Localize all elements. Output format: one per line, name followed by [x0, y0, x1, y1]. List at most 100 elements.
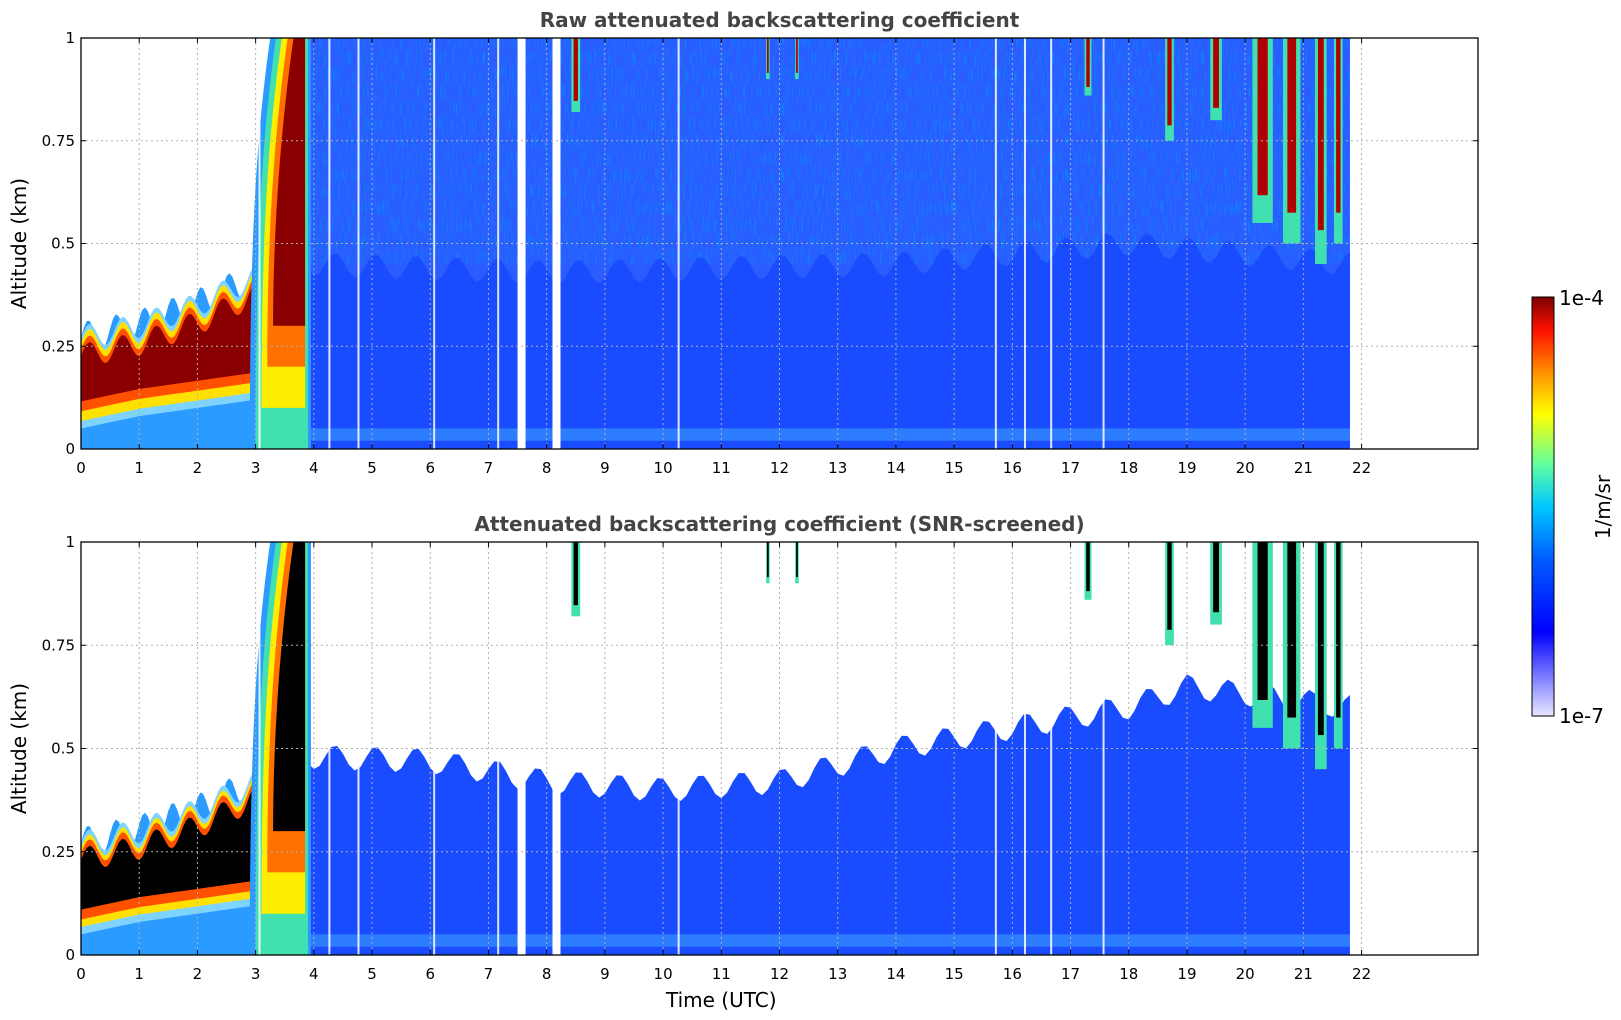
missing-profile — [357, 38, 360, 449]
x-tick-label: 5 — [367, 459, 377, 477]
missing-profile — [357, 542, 360, 955]
cloud-core — [573, 542, 578, 606]
x-tick-label: 14 — [886, 459, 905, 477]
x-axis-label: Time (UTC) — [665, 988, 777, 1012]
x-tick-label: 4 — [309, 965, 319, 983]
y-tick-label: 0.25 — [42, 337, 75, 355]
x-tick-label: 21 — [1294, 459, 1313, 477]
x-tick-label: 19 — [1177, 965, 1196, 983]
missing-profile — [497, 38, 500, 449]
x-tick-label: 20 — [1236, 965, 1255, 983]
cloud-core — [1336, 38, 1341, 213]
x-tick-label: 2 — [193, 459, 203, 477]
near-surface-band — [308, 428, 1350, 441]
x-tick-label: 9 — [600, 965, 610, 983]
y-tick-label: 0.5 — [51, 235, 75, 253]
x-tick-label: 10 — [654, 965, 673, 983]
x-tick-label: 15 — [945, 965, 964, 983]
cloud-core — [1167, 38, 1172, 126]
cloud-core — [796, 542, 798, 578]
rising-plume-band — [273, 542, 306, 832]
x-tick-label: 0 — [76, 965, 86, 983]
missing-profile — [677, 38, 680, 449]
cloud-core — [573, 38, 578, 101]
missing-profile — [1023, 542, 1026, 955]
snr-screened-backscatter-panel: Attenuated backscattering coefficient (S… — [7, 512, 1479, 1012]
cloud-core — [1257, 38, 1268, 196]
raw-backscatter-panel: Raw attenuated backscattering coefficien… — [7, 8, 1479, 477]
missing-profile — [1023, 38, 1026, 449]
aerosol-layer-band — [81, 785, 256, 910]
boundary-layer-field — [308, 674, 1350, 955]
x-tick-label: 21 — [1294, 965, 1313, 983]
cloud-core — [1317, 38, 1324, 231]
x-tick-label: 17 — [1061, 965, 1080, 983]
x-tick-label: 8 — [542, 459, 552, 477]
x-tick-label: 1 — [134, 965, 144, 983]
missing-profile — [994, 542, 997, 955]
x-tick-label: 19 — [1177, 459, 1196, 477]
x-tick-label: 9 — [600, 459, 610, 477]
cloud-core — [1086, 38, 1090, 87]
colorbar-gradient — [1531, 296, 1555, 717]
x-tick-label: 13 — [828, 459, 847, 477]
missing-profile — [258, 542, 261, 955]
noise-speckle — [308, 38, 1350, 265]
cloud-core — [1086, 542, 1090, 592]
missing-profile — [433, 38, 436, 449]
y-tick-label: 0 — [65, 440, 75, 458]
missing-profile — [1102, 38, 1105, 449]
x-tick-label: 17 — [1061, 459, 1080, 477]
y-tick-label: 0.75 — [42, 132, 75, 150]
colorbar: 1e-4 1e-7 1/m/sr — [1531, 286, 1615, 728]
y-tick-label: 0.25 — [42, 843, 75, 861]
cloud-core — [1317, 542, 1324, 736]
panel-title: Raw attenuated backscattering coefficien… — [540, 8, 1020, 32]
cloud-core — [766, 38, 769, 73]
y-tick-label: 1 — [65, 29, 75, 47]
aerosol-layer-band — [81, 282, 256, 402]
cloud-core — [766, 542, 769, 578]
colorbar-max-label: 1e-4 — [1559, 286, 1604, 310]
missing-profile — [328, 542, 331, 955]
x-tick-label: 12 — [770, 965, 789, 983]
x-tick-label: 6 — [425, 459, 435, 477]
x-tick-label: 22 — [1352, 459, 1371, 477]
x-tick-label: 16 — [1003, 965, 1022, 983]
missing-profile — [258, 38, 261, 449]
x-tick-label: 11 — [712, 965, 731, 983]
cloud-core — [1213, 38, 1219, 108]
x-tick-label: 20 — [1236, 459, 1255, 477]
x-tick-label: 16 — [1003, 459, 1022, 477]
missing-profile — [328, 38, 331, 449]
x-tick-label: 5 — [367, 965, 377, 983]
rising-plume-band — [273, 38, 306, 326]
panel-title: Attenuated backscattering coefficient (S… — [474, 512, 1084, 536]
x-tick-label: 18 — [1119, 459, 1138, 477]
x-tick-label: 3 — [251, 965, 261, 983]
missing-profile — [497, 542, 500, 955]
boundary-layer-field — [308, 233, 1350, 449]
x-tick-label: 12 — [770, 459, 789, 477]
heatmap-cells — [81, 542, 1350, 955]
colorbar-unit-label: 1/m/sr — [1591, 474, 1615, 539]
missing-profile — [1102, 542, 1105, 955]
cloud-core — [1336, 542, 1341, 718]
x-tick-label: 7 — [484, 459, 494, 477]
cloud-core — [796, 38, 798, 73]
y-tick-label: 1 — [65, 533, 75, 551]
near-surface-band — [308, 934, 1350, 947]
plot-area: 0 1 2 3 4 5 6 7 8 9 10 11 12 13 14 15 16 17 18 19 20 21 2200.2… — [42, 29, 1479, 477]
x-tick-label: 4 — [309, 459, 319, 477]
x-tick-label: 15 — [945, 459, 964, 477]
cloud-core — [1213, 542, 1219, 613]
heatmap-cells — [81, 38, 1350, 449]
y-tick-label: 0.75 — [42, 636, 75, 654]
y-axis-label: Altitude (km) — [7, 178, 31, 309]
missing-profile — [994, 38, 997, 449]
cloud-core — [1287, 542, 1297, 718]
cloud-core — [1167, 542, 1172, 630]
x-tick-label: 8 — [542, 965, 552, 983]
x-tick-label: 11 — [712, 459, 731, 477]
